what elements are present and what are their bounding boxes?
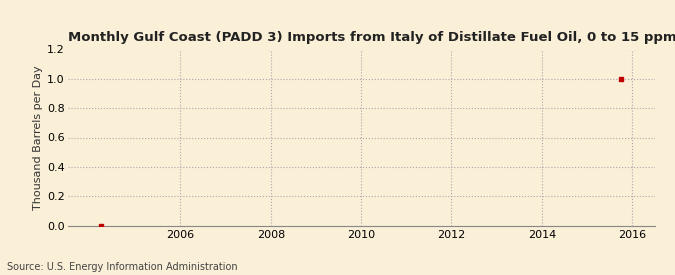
Text: Monthly Gulf Coast (PADD 3) Imports from Italy of Distillate Fuel Oil, 0 to 15 p: Monthly Gulf Coast (PADD 3) Imports from… bbox=[68, 31, 675, 44]
Text: Source: U.S. Energy Information Administration: Source: U.S. Energy Information Administ… bbox=[7, 262, 238, 272]
Y-axis label: Thousand Barrels per Day: Thousand Barrels per Day bbox=[33, 65, 43, 210]
